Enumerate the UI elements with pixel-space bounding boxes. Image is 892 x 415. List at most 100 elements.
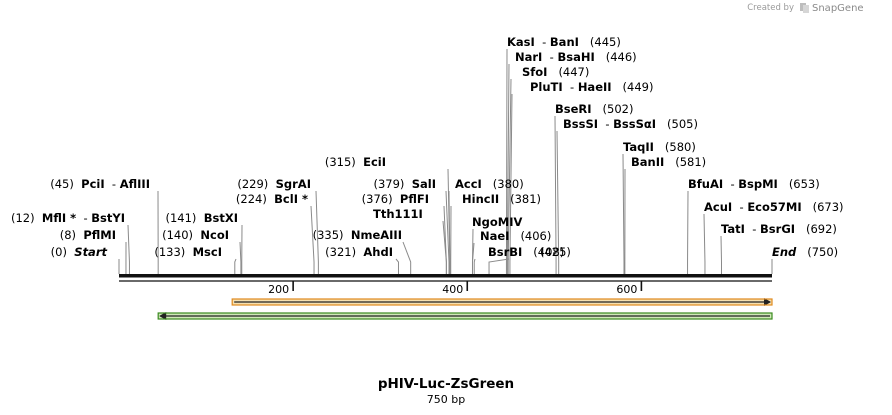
spacer xyxy=(185,245,192,259)
site-label-nmeaiii: (335) NmeAIII xyxy=(313,228,402,242)
map-length: 750 bp xyxy=(427,393,465,406)
leader-line-mfli xyxy=(127,224,130,274)
site-position: (381) xyxy=(510,192,541,206)
site-label-ahdi: (321) AhdI xyxy=(325,245,393,259)
site-label-start: (0) Start xyxy=(51,245,108,259)
leader-line-sfoi xyxy=(507,78,512,274)
backbone-bar xyxy=(119,274,772,278)
enzyme-name: Start xyxy=(74,245,107,259)
enzyme-name: BsaHI xyxy=(557,50,594,64)
spacer xyxy=(499,192,510,206)
spacer xyxy=(196,211,203,225)
enzyme-name: TaqII xyxy=(623,140,654,154)
leader-line-bsssi xyxy=(556,130,560,274)
enzyme-name: BanI xyxy=(550,35,579,49)
green-feature-arrow xyxy=(157,312,773,320)
leader-line-extra425 xyxy=(488,258,510,274)
sequence-backbone xyxy=(119,274,772,282)
site-position: (379) xyxy=(373,177,404,191)
enzyme-name: NcoI xyxy=(200,228,229,242)
site-name-separator: - xyxy=(732,200,747,214)
site-label-banii: BanII (581) xyxy=(631,155,706,169)
enzyme-name: BssSI xyxy=(563,117,598,131)
site-position: (321) xyxy=(325,245,356,259)
enzyme-name: EciI xyxy=(363,155,386,169)
orange-feature-arrowhead-icon xyxy=(764,298,771,306)
site-position: (406) xyxy=(520,229,551,243)
enzyme-name: AcuI xyxy=(704,200,732,214)
leader-line-bseri xyxy=(554,115,557,274)
spacer xyxy=(267,192,274,206)
enzyme-name: SgrAI xyxy=(276,177,311,191)
enzyme-name: MflI * xyxy=(42,211,76,225)
snapgene-logo-icon xyxy=(800,3,809,13)
enzyme-name: PciI xyxy=(81,177,104,191)
site-position: (750) xyxy=(807,245,838,259)
spacer xyxy=(522,245,533,259)
enzyme-name: PluTI xyxy=(530,80,563,94)
site-position: (447) xyxy=(558,65,589,79)
enzyme-name: BstYI xyxy=(91,211,125,225)
spacer xyxy=(547,65,558,79)
enzyme-name: NarI xyxy=(515,50,542,64)
site-position: (45) xyxy=(50,177,74,191)
site-label-pflmi: (8) PflMI xyxy=(60,228,116,242)
ruler-tick-label: 400 xyxy=(442,283,463,296)
site-position: (376) xyxy=(362,192,393,206)
leader-line-msci xyxy=(234,258,237,274)
site-label-tth111i: Tth111I xyxy=(373,207,423,221)
enzyme-name: SalI xyxy=(412,177,436,191)
leader-line-tati xyxy=(720,235,723,274)
enzyme-name: BclI * xyxy=(274,192,308,206)
enzyme-name: BseRI xyxy=(555,102,592,116)
leader-line-sali xyxy=(445,190,450,274)
spacer xyxy=(664,155,675,169)
leader-line-taqii xyxy=(622,153,625,274)
orange-feature-arrow xyxy=(231,298,773,306)
enzyme-name: AccI xyxy=(455,177,482,191)
site-name-separator: - xyxy=(105,177,120,191)
enzyme-name: KasI xyxy=(507,35,535,49)
site-position: (408) xyxy=(533,245,564,259)
site-position: (140) xyxy=(162,228,193,242)
leader-line-nari xyxy=(506,63,510,274)
site-name-separator: - xyxy=(76,211,91,225)
site-label-pcii: (45) PciI - AflIII xyxy=(50,177,150,191)
brand-watermark: Created by SnapGene xyxy=(747,3,864,14)
enzyme-name: MscI xyxy=(193,245,222,259)
spacer xyxy=(482,177,493,191)
enzyme-name: PflFI xyxy=(400,192,429,206)
enzyme-name: BanII xyxy=(631,155,664,169)
site-name-separator: - xyxy=(723,177,738,191)
spacer xyxy=(796,245,807,259)
site-name-separator: - xyxy=(745,222,760,236)
enzyme-name: NgoMIV xyxy=(472,215,522,229)
feature-arrows xyxy=(157,298,773,320)
ruler: 200 400 600 xyxy=(268,281,643,296)
site-label-extra425: (425) xyxy=(540,245,571,259)
spacer xyxy=(35,211,42,225)
leader-line-nmeaiii xyxy=(402,241,412,274)
site-label-ecii: (315) EciI xyxy=(325,155,386,169)
site-label-ncoi: (140) NcoI xyxy=(162,228,229,242)
leader-line-ncoi xyxy=(239,241,242,274)
site-label-hincii: HincII (381) xyxy=(462,192,541,206)
spacer xyxy=(592,102,603,116)
ruler-tick-label: 600 xyxy=(616,283,637,296)
leader-line-acui xyxy=(703,213,706,274)
site-position: (133) xyxy=(154,245,185,259)
spacer xyxy=(268,177,275,191)
spacer xyxy=(393,192,400,206)
green-feature-arrowhead-icon xyxy=(159,312,167,320)
enzyme-name: NaeI xyxy=(480,229,509,243)
site-label-sgrai: (229) SgrAI xyxy=(237,177,311,191)
site-position: (446) xyxy=(606,50,637,64)
spacer xyxy=(74,177,81,191)
leader-line-pflfi xyxy=(443,205,447,274)
spacer xyxy=(76,228,83,242)
site-label-bsrbi: BsrBI (408) xyxy=(488,245,564,259)
site-name-separator: - xyxy=(535,35,550,49)
site-name-separator: - xyxy=(542,50,557,64)
orange-feature-outline xyxy=(231,298,773,306)
